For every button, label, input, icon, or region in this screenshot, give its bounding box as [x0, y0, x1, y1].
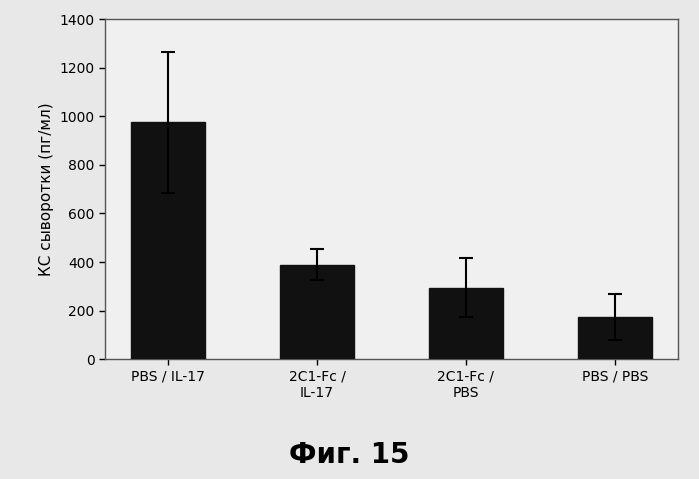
Bar: [131, 123, 206, 359]
Bar: [428, 287, 503, 359]
Bar: [280, 264, 354, 359]
Bar: [577, 317, 652, 359]
Y-axis label: КС сыворотки (пг/мл): КС сыворотки (пг/мл): [38, 103, 54, 276]
Text: Фиг. 15: Фиг. 15: [289, 441, 410, 469]
